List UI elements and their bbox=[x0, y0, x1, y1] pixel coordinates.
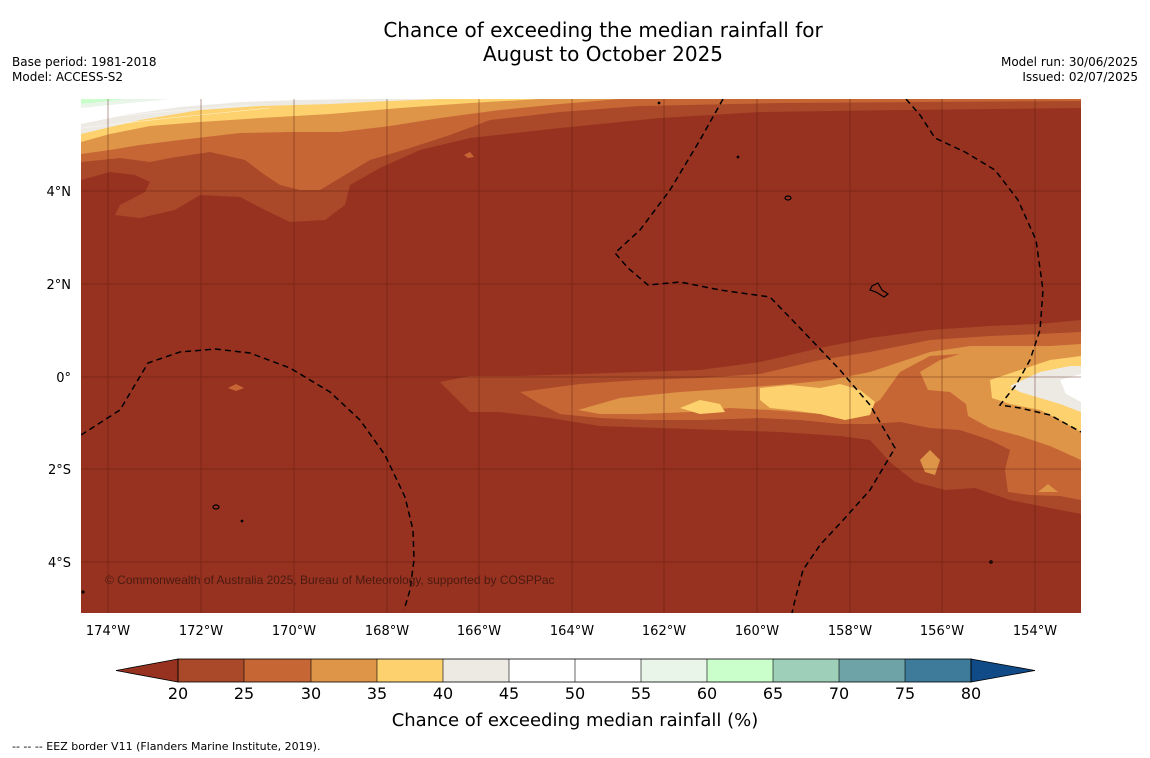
grid-lines bbox=[81, 99, 1081, 613]
lon-label: 166°W bbox=[457, 624, 501, 639]
colorbar-segment bbox=[178, 659, 244, 682]
colorbar-segment bbox=[707, 659, 773, 682]
shade-north-60-65 bbox=[81, 99, 125, 104]
shade-small-patch2 bbox=[464, 152, 474, 158]
lon-label: 154°W bbox=[1013, 624, 1057, 639]
eez-border-central bbox=[613, 99, 896, 613]
islands bbox=[81, 101, 993, 594]
colorbar-segment bbox=[905, 659, 971, 682]
colorbar-segment bbox=[244, 659, 311, 682]
colorbar: 20 25 30 35 40 45 50 55 60 65 70 75 80 C… bbox=[115, 658, 1036, 731]
colorbar-segment bbox=[509, 659, 575, 682]
lon-label: 160°W bbox=[735, 624, 779, 639]
colorbar-segment bbox=[377, 659, 443, 682]
shade-north-contours bbox=[81, 102, 271, 129]
colorbar-tick-label: 45 bbox=[499, 684, 519, 703]
lon-label: 174°W bbox=[86, 624, 130, 639]
colorbar-tick-label: 20 bbox=[168, 684, 188, 703]
eez-borders bbox=[81, 99, 1081, 613]
lon-label: 162°W bbox=[642, 624, 686, 639]
shade-equator-35-40-b bbox=[680, 400, 725, 414]
rainfall-map: © Commonwealth of Australia 2025, Bureau… bbox=[81, 99, 1081, 613]
map-title-line2: August to October 2025 bbox=[482, 42, 724, 66]
lon-label: 156°W bbox=[920, 624, 964, 639]
map-title: Chance of exceeding the median rainfall … bbox=[0, 18, 1150, 66]
lat-label: 4°S bbox=[48, 556, 71, 571]
shade-equator-30-35-patch2 bbox=[1038, 484, 1058, 492]
model-run-text: Model run: 30/06/2025 bbox=[1000, 55, 1138, 69]
colorbar-tick-label: 55 bbox=[631, 684, 651, 703]
island-shape bbox=[240, 519, 244, 523]
colorbar-tick-label: 75 bbox=[895, 684, 915, 703]
eez-border-west bbox=[81, 348, 415, 611]
colorbar-outline bbox=[177, 658, 972, 683]
island-shape bbox=[81, 590, 85, 594]
shade-north-45-55 bbox=[81, 99, 360, 124]
lat-label: 2°S bbox=[48, 463, 71, 478]
base-period-text: Base period: 1981-2018 bbox=[12, 55, 157, 69]
shade-equator-35-40 bbox=[760, 384, 875, 420]
island-shape bbox=[657, 101, 661, 105]
lon-label: 158°W bbox=[828, 624, 872, 639]
colorbar-tick-label: 35 bbox=[367, 684, 387, 703]
island-shape bbox=[736, 155, 740, 159]
colorbar-tick-label: 70 bbox=[829, 684, 849, 703]
colorbar-tick-label: 25 bbox=[234, 684, 254, 703]
colorbar-tick-label: 65 bbox=[763, 684, 783, 703]
island-shape bbox=[784, 195, 792, 201]
meta-right: Model run: 30/06/2025 Issued: 02/07/2025 bbox=[1001, 55, 1138, 85]
island-shape bbox=[869, 282, 890, 298]
shade-equator-45-55 bbox=[1060, 374, 1081, 402]
colorbar-tick-label: 50 bbox=[565, 684, 585, 703]
colorbar-tick-label: 60 bbox=[697, 684, 717, 703]
colorbar-title: Chance of exceeding median rainfall (%) bbox=[392, 710, 759, 731]
shade-small-patch bbox=[228, 384, 244, 391]
colorbar-segment bbox=[575, 659, 641, 682]
footnote: -- -- -- EEZ border V11 (Flanders Marine… bbox=[12, 740, 321, 753]
lat-label: 0° bbox=[56, 371, 71, 386]
colorbar-segment bbox=[443, 659, 509, 682]
shade-equator-40-45 bbox=[1010, 366, 1081, 412]
island-shape bbox=[212, 504, 220, 510]
colorbar-tick-label: 40 bbox=[433, 684, 453, 703]
lat-label: 2°N bbox=[47, 278, 72, 293]
island-shape bbox=[989, 560, 993, 564]
colorbar-segment bbox=[773, 659, 839, 682]
colorbar-segment bbox=[641, 659, 707, 682]
colorbar-extend-high bbox=[970, 658, 1036, 683]
map-title-line1: Chance of exceeding the median rainfall … bbox=[383, 18, 823, 42]
lon-label: 172°W bbox=[179, 624, 223, 639]
colorbar-tick-label: 30 bbox=[301, 684, 321, 703]
lon-label: 168°W bbox=[365, 624, 409, 639]
model-text: Model: ACCESS-S2 bbox=[12, 70, 124, 84]
colorbar-segment bbox=[839, 659, 905, 682]
colorbar-tick-label: 80 bbox=[961, 684, 981, 703]
copyright-text: © Commonwealth of Australia 2025, Bureau… bbox=[105, 573, 555, 587]
lat-label: 4°N bbox=[47, 185, 72, 200]
lon-label: 164°W bbox=[550, 624, 594, 639]
meta-left: Base period: 1981-2018 Model: ACCESS-S2 bbox=[12, 55, 157, 85]
lon-label: 170°W bbox=[272, 624, 316, 639]
issued-text: Issued: 02/07/2025 bbox=[1022, 70, 1138, 84]
colorbar-segment bbox=[311, 659, 377, 682]
colorbar-extend-low bbox=[115, 658, 179, 683]
